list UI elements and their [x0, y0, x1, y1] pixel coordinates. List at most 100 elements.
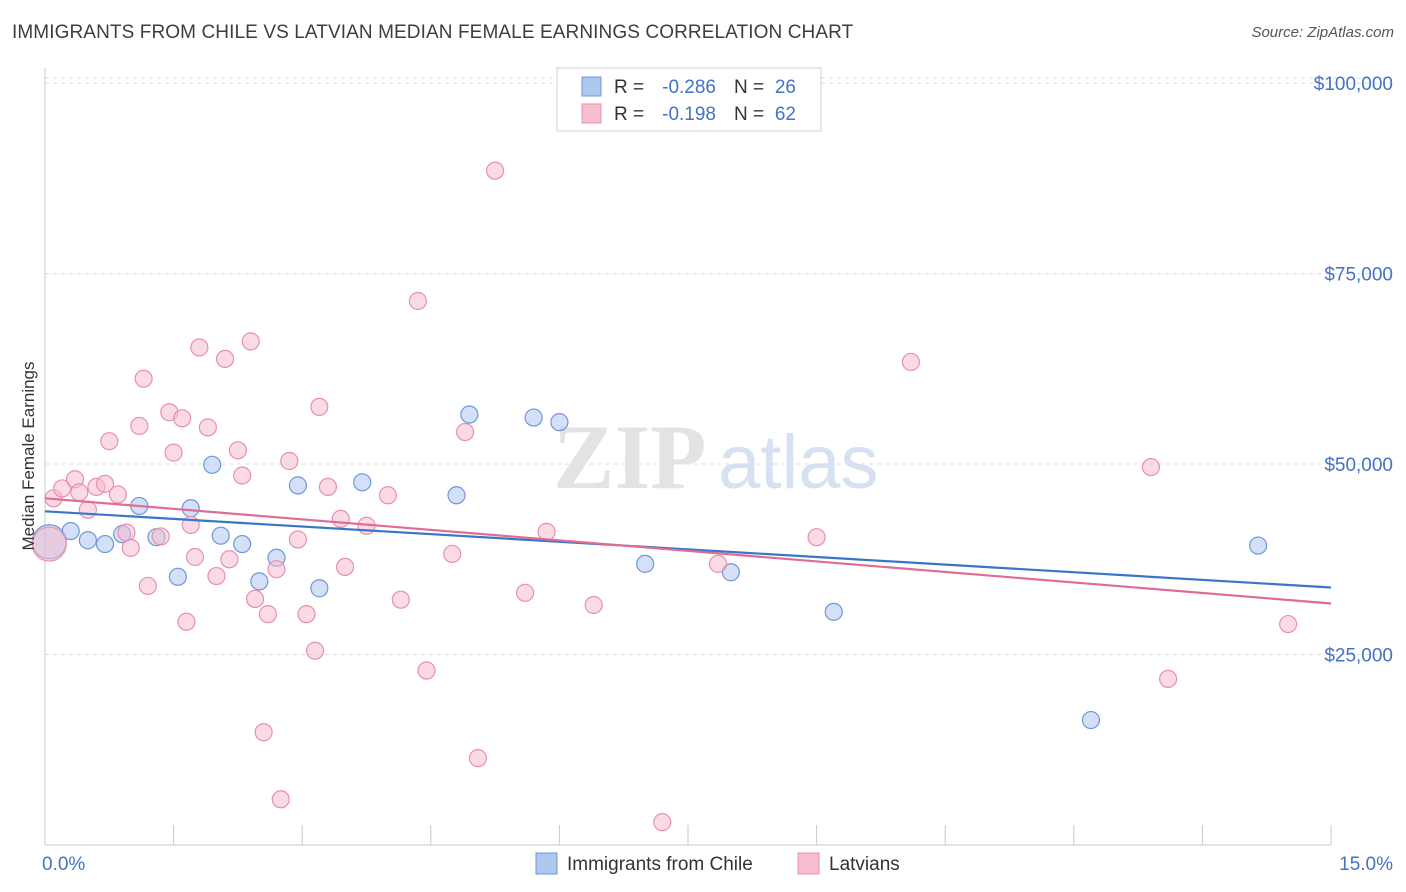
- chart-source: Source: ZipAtlas.com: [1251, 24, 1394, 41]
- data-point: [173, 409, 192, 428]
- data-point: [108, 485, 127, 504]
- y-axis-title: Median Female Earnings: [19, 362, 38, 551]
- series-legend-label: Latvians: [829, 854, 900, 875]
- x-ticks: [173, 825, 1332, 845]
- data-point: [305, 641, 325, 660]
- data-point: [203, 455, 222, 474]
- data-point: [190, 338, 209, 357]
- series-legend-label: Immigrants from Chile: [567, 854, 753, 875]
- stats-n-label: N =: [734, 77, 764, 98]
- data-point: [267, 560, 286, 579]
- data-point: [164, 443, 183, 462]
- data-point: [417, 661, 436, 680]
- data-point: [1141, 457, 1161, 477]
- trend-lines: [44, 497, 1332, 605]
- stats-r-label: R =: [614, 104, 644, 125]
- data-point: [53, 479, 72, 498]
- data-point: [254, 723, 273, 742]
- data-point: [468, 749, 488, 768]
- stats-legend-swatch: [581, 76, 602, 97]
- data-point: [408, 291, 428, 311]
- data-point: [288, 530, 308, 549]
- data-point: [460, 405, 479, 424]
- data-point: [138, 576, 157, 596]
- data-point: [636, 554, 655, 573]
- data-point: [807, 528, 826, 547]
- watermark-atlas: atlas: [718, 420, 879, 505]
- data-point: [584, 595, 603, 615]
- data-point: [708, 554, 728, 573]
- data-point: [151, 527, 170, 546]
- data-point: [288, 476, 308, 495]
- data-point: [721, 563, 740, 582]
- y-tick-label: $50,000: [1324, 455, 1393, 476]
- data-point: [31, 526, 67, 562]
- stats-n-value: 62: [775, 104, 796, 125]
- data-point: [318, 477, 338, 497]
- data-point: [486, 161, 505, 180]
- data-point: [310, 397, 329, 417]
- data-point: [95, 534, 115, 554]
- data-point: [198, 418, 217, 437]
- data-point: [207, 566, 226, 586]
- data-point: [258, 605, 278, 624]
- data-point: [78, 531, 97, 550]
- data-point: [331, 509, 350, 529]
- data-point: [177, 612, 196, 631]
- data-point: [95, 474, 115, 493]
- data-point: [443, 544, 462, 564]
- data-point: [516, 583, 535, 602]
- data-point: [211, 526, 230, 545]
- data-point: [70, 483, 89, 502]
- series-legend: Immigrants from Chile Latvians: [535, 852, 900, 875]
- stats-r-value: -0.198: [662, 104, 716, 125]
- watermark-zip: ZIP: [553, 406, 706, 508]
- data-point: [378, 486, 398, 505]
- data-point: [297, 605, 316, 624]
- y-tick-label: $75,000: [1324, 265, 1393, 286]
- trend-line-0: [44, 510, 1332, 589]
- x-tick-labels: 0.0% 15.0%: [42, 854, 1393, 875]
- stats-r-value: -0.286: [662, 77, 716, 98]
- data-point: [250, 572, 269, 591]
- data-point: [130, 416, 149, 436]
- y-tick-label: $25,000: [1324, 646, 1393, 667]
- series-points-latvians: [31, 161, 1298, 832]
- data-point: [1159, 669, 1178, 689]
- data-point: [181, 499, 200, 518]
- data-point: [353, 473, 372, 492]
- data-point: [391, 590, 410, 609]
- data-point: [117, 523, 136, 542]
- data-point: [335, 557, 355, 577]
- data-point: [455, 422, 475, 442]
- data-point: [271, 790, 290, 809]
- data-point: [901, 352, 921, 372]
- data-point: [215, 349, 235, 369]
- data-point: [121, 538, 140, 557]
- data-point: [524, 408, 543, 427]
- data-point: [233, 534, 252, 554]
- x-tick-label: 15.0%: [1339, 854, 1393, 875]
- data-point: [653, 813, 672, 832]
- data-point: [245, 589, 265, 609]
- data-point: [78, 500, 97, 519]
- watermark: ZIP atlas: [553, 406, 879, 508]
- data-point: [1081, 710, 1101, 730]
- stats-n-label: N =: [734, 104, 764, 125]
- data-point: [310, 579, 329, 598]
- data-point: [1249, 536, 1268, 555]
- data-point: [1279, 614, 1298, 634]
- data-point: [233, 466, 252, 485]
- data-point: [220, 550, 239, 569]
- data-point: [61, 521, 80, 541]
- data-point: [280, 451, 299, 471]
- data-point: [168, 567, 187, 586]
- x-tick-label: 0.0%: [42, 854, 85, 875]
- series-legend-swatch: [797, 852, 820, 875]
- trend-line-1: [44, 497, 1332, 605]
- y-tick-labels: $25,000 $50,000 $75,000 $100,000: [1314, 74, 1393, 666]
- stats-n-value: 26: [775, 77, 796, 98]
- y-tick-label: $100,000: [1314, 74, 1393, 95]
- series-legend-swatch: [535, 852, 558, 875]
